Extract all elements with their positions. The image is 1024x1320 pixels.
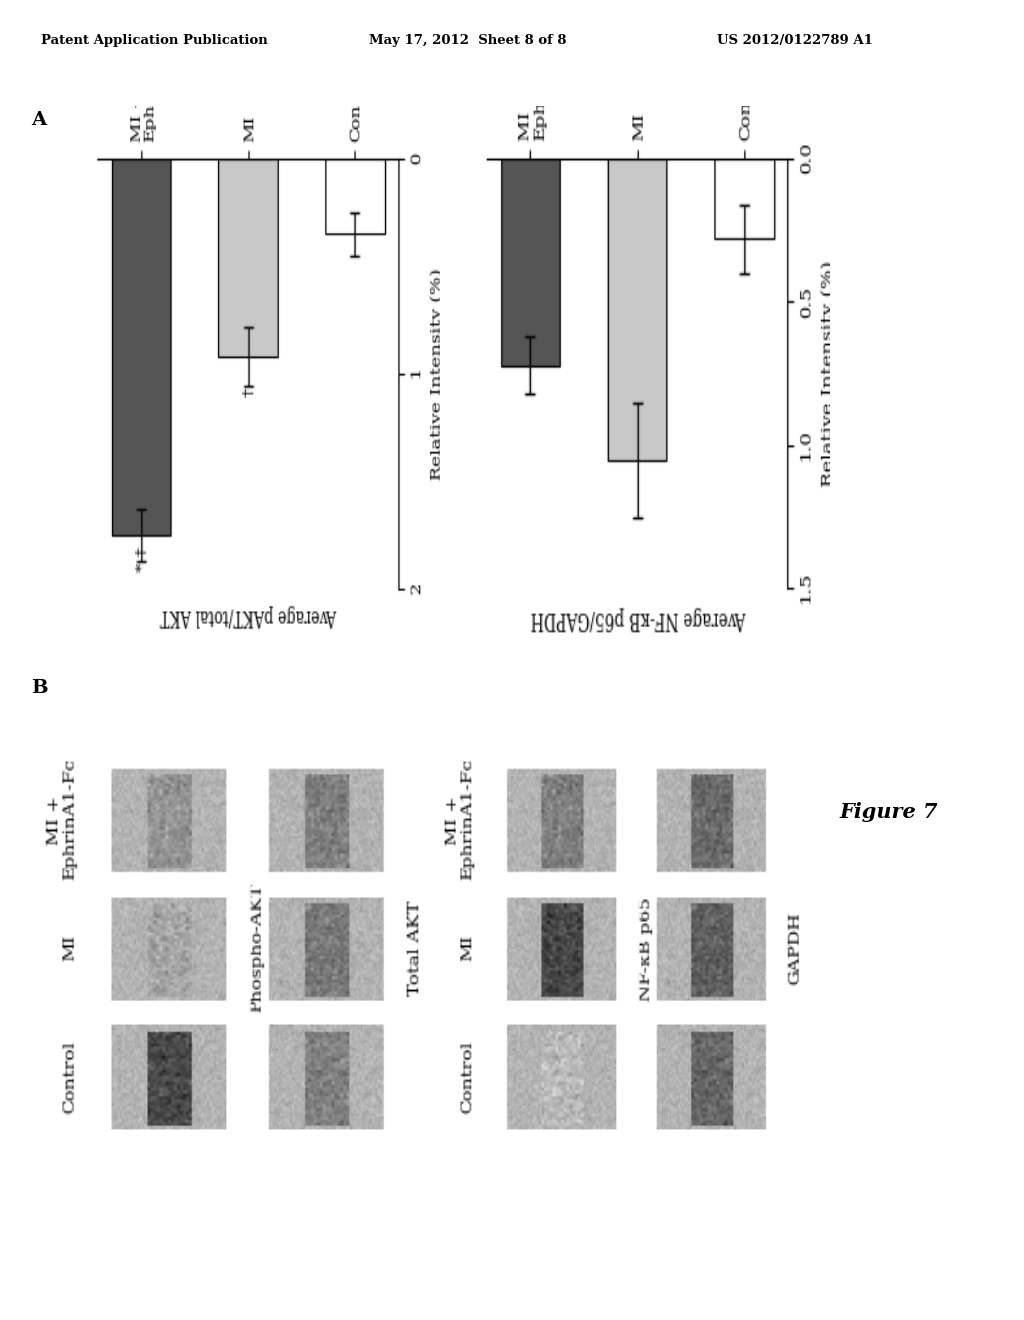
Text: B: B	[31, 678, 47, 697]
Text: May 17, 2012  Sheet 8 of 8: May 17, 2012 Sheet 8 of 8	[369, 34, 566, 48]
Text: Patent Application Publication: Patent Application Publication	[41, 34, 267, 48]
Text: A: A	[31, 111, 46, 129]
Text: US 2012/0122789 A1: US 2012/0122789 A1	[717, 34, 872, 48]
Text: Figure 7: Figure 7	[840, 801, 938, 822]
